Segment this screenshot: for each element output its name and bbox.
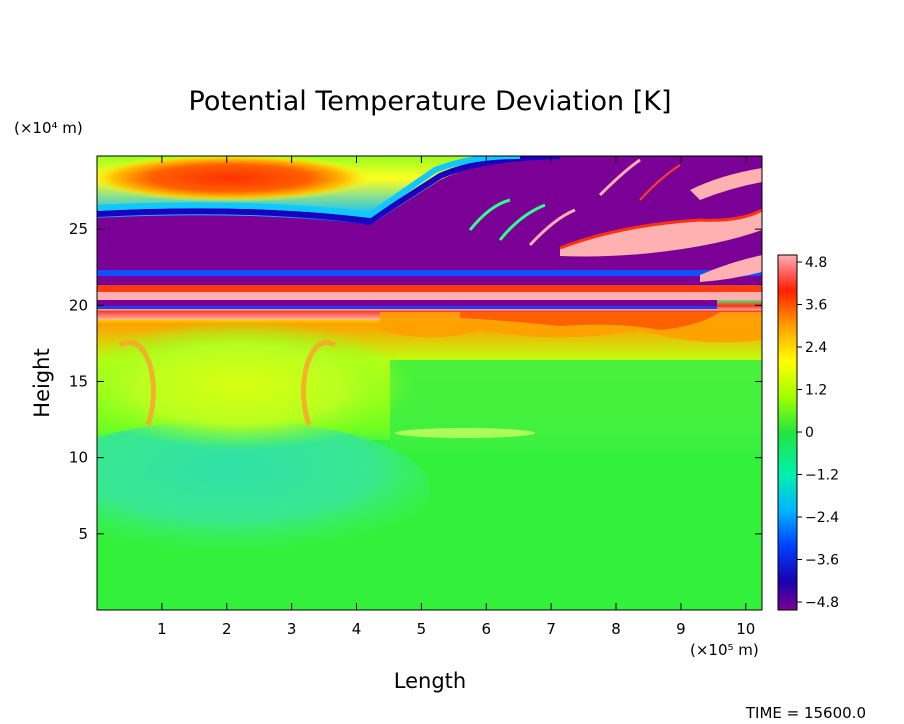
- chart-title: Potential Temperature Deviation [K]: [189, 86, 672, 117]
- y-tick-label: 5: [78, 525, 88, 543]
- time-label: TIME = 15600.0: [745, 704, 866, 722]
- y-tick-label: 20: [69, 296, 88, 314]
- warm-band-blue: [97, 270, 762, 276]
- warm-band-pink: [97, 292, 762, 300]
- cool-region: [97, 420, 430, 560]
- gravity-wave-blob: [395, 428, 535, 438]
- colorbar-tick-label: 4.8: [805, 255, 827, 271]
- heatmap-field: [97, 156, 762, 610]
- colorbar-tick-label: 2.4: [805, 340, 827, 356]
- plot-frame: [96, 155, 763, 611]
- warm-layer-right-red: [460, 312, 720, 330]
- warm-streak-2: [700, 255, 762, 282]
- wave-crest-1: [468, 198, 511, 231]
- x-tick-label: 8: [611, 620, 621, 638]
- colorbar-tick-label: −4.8: [805, 595, 839, 611]
- x-tick-label: 2: [222, 620, 232, 638]
- x-tick-label: 9: [676, 620, 686, 638]
- colorbar-tick-label: 1.2: [805, 383, 827, 399]
- colorbar-tick-label: 0: [805, 425, 814, 441]
- x-tick-label: 5: [417, 620, 427, 638]
- x-axis-unit: (×10⁵ m): [690, 641, 759, 659]
- x-tick-label: 10: [736, 620, 755, 638]
- warm-streak-1-edge: [559, 208, 762, 250]
- plume-right-arc: [301, 340, 337, 426]
- colorbar: [777, 254, 798, 611]
- colorbar-tick-label: −1.2: [805, 468, 839, 484]
- wave-crest-3: [528, 208, 576, 247]
- y-axis-label: Height: [30, 348, 54, 417]
- x-axis-ticks: 1 2 3 4 5 6 7 8 9 10: [157, 156, 755, 638]
- x-tick-label: 4: [352, 620, 362, 638]
- plume-region: [97, 320, 415, 450]
- plume-left-arc: [118, 340, 156, 426]
- y-tick-label: 10: [69, 449, 88, 467]
- warm-anomaly-top: [97, 156, 375, 202]
- y-axis-ticks: 5 10 15 20 25: [69, 220, 762, 543]
- x-axis-label: Length: [394, 669, 466, 693]
- cold-layer-edge: [97, 156, 561, 225]
- colorbar-tick-label: 3.6: [805, 298, 827, 314]
- colorbar-ticks: 4.8 3.6 2.4 1.2 0 −1.2 −2.4 −3.6 −4.8: [797, 255, 839, 611]
- x-tick-label: 1: [157, 620, 167, 638]
- warm-band-purple: [97, 276, 762, 284]
- colorbar-tick-label: −3.6: [805, 553, 839, 569]
- wave-crest-5: [639, 164, 681, 201]
- wave-crest-4: [598, 158, 641, 197]
- warm-band-red: [97, 285, 762, 293]
- x-tick-label: 7: [546, 620, 556, 638]
- cold-thin-edge: [97, 306, 717, 309]
- cold-layer-edge-cyan: [97, 156, 521, 219]
- y-tick-label: 15: [69, 372, 88, 390]
- warm-streak-3: [690, 168, 762, 200]
- y-tick-label: 25: [69, 220, 88, 238]
- wave-crest-2: [498, 203, 546, 241]
- y-axis-unit: (×10⁴ m): [14, 119, 83, 137]
- x-tick-label: 6: [481, 620, 491, 638]
- colorbar-tick-label: −2.4: [805, 510, 839, 526]
- x-tick-label: 3: [287, 620, 297, 638]
- cold-thin-layer: [97, 300, 717, 306]
